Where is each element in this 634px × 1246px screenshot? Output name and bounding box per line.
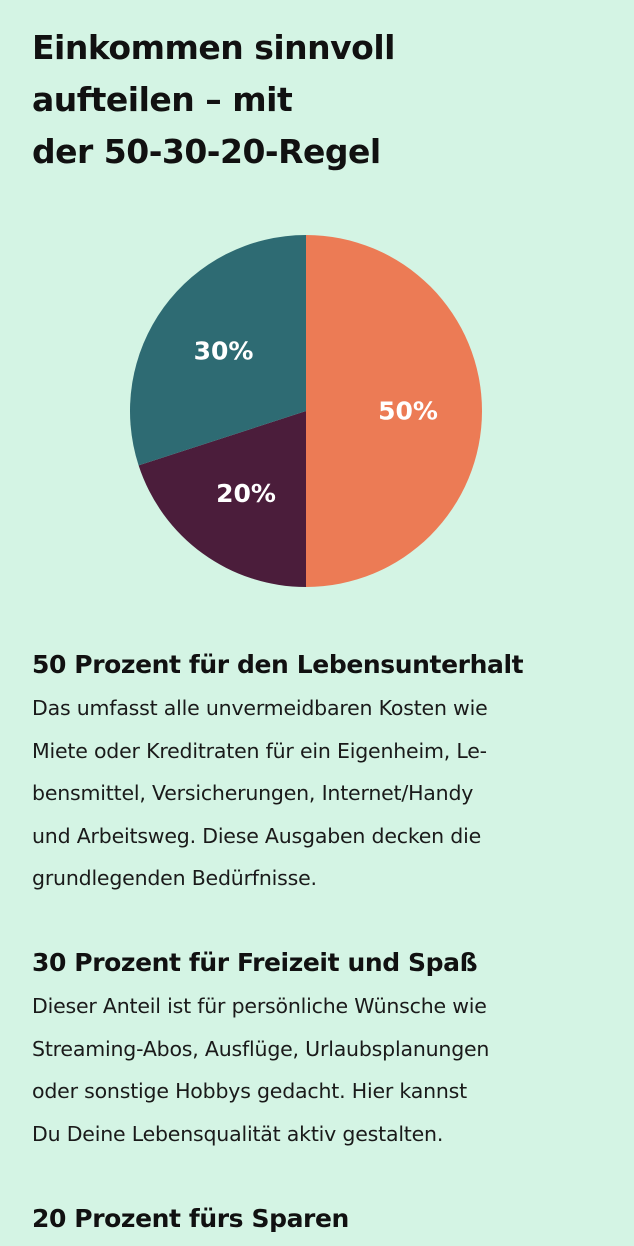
body-line: bensmittel, Versicherungen, Internet/Han… [32,781,474,805]
section-body: Dieser Anteil ist für persönliche Wünsch… [32,985,617,1155]
body-line: Das umfasst alle unvermeidbaren Kosten w… [32,696,488,720]
body-line: grundlegenden Bedürfnisse. [32,866,317,890]
pie-slice-label: 30% [194,337,254,366]
section-heading: 50 Prozent für den Lebensunterhalt [32,650,524,679]
section-needs: 50 Prozent für den Lebensunterhalt Das u… [32,643,617,900]
section-heading: 30 Prozent für Freizeit und Spaß [32,948,478,977]
section-heading: 20 Prozent fürs Sparen [32,1204,349,1233]
pie-slice [306,235,482,587]
body-line: Miete oder Kreditraten für ein Eigenheim… [32,738,487,763]
body-line: Streaming-Abos, Ausflüge, Urlaubsplanung… [32,1036,490,1061]
title-line: Einkommen sinnvoll [32,28,395,67]
section-savings: 20 Prozent fürs Sparen [32,1197,617,1241]
body-line: und Arbeitsweg. Diese Ausgaben decken di… [32,823,482,848]
pie-chart-svg: 50% 20% 30% [129,235,482,587]
section-body: Das umfasst alle unvermeidbaren Kosten w… [32,687,617,900]
body-line: Dieser Anteil ist für persönliche Wünsch… [32,994,487,1018]
section-wants: 30 Prozent für Freizeit und Spaß Dieser … [32,941,617,1155]
body-line: oder sonstige Hobbys gedacht. Hier kanns… [32,1079,467,1103]
pie-slice [138,411,306,587]
page-title: Einkommen sinnvoll aufteilen – mit der 5… [32,22,612,178]
budget-pie-chart: 50% 20% 30% [0,200,634,620]
title-line: der 50-30-20-Regel [32,132,381,171]
pie-slice-label: 50% [378,397,438,426]
pie-slice-label: 20% [216,479,276,508]
title-line: aufteilen – mit [32,80,293,119]
pie-slice [129,235,306,466]
body-line: Du Deine Lebensqualität aktiv gestalten. [32,1121,444,1146]
